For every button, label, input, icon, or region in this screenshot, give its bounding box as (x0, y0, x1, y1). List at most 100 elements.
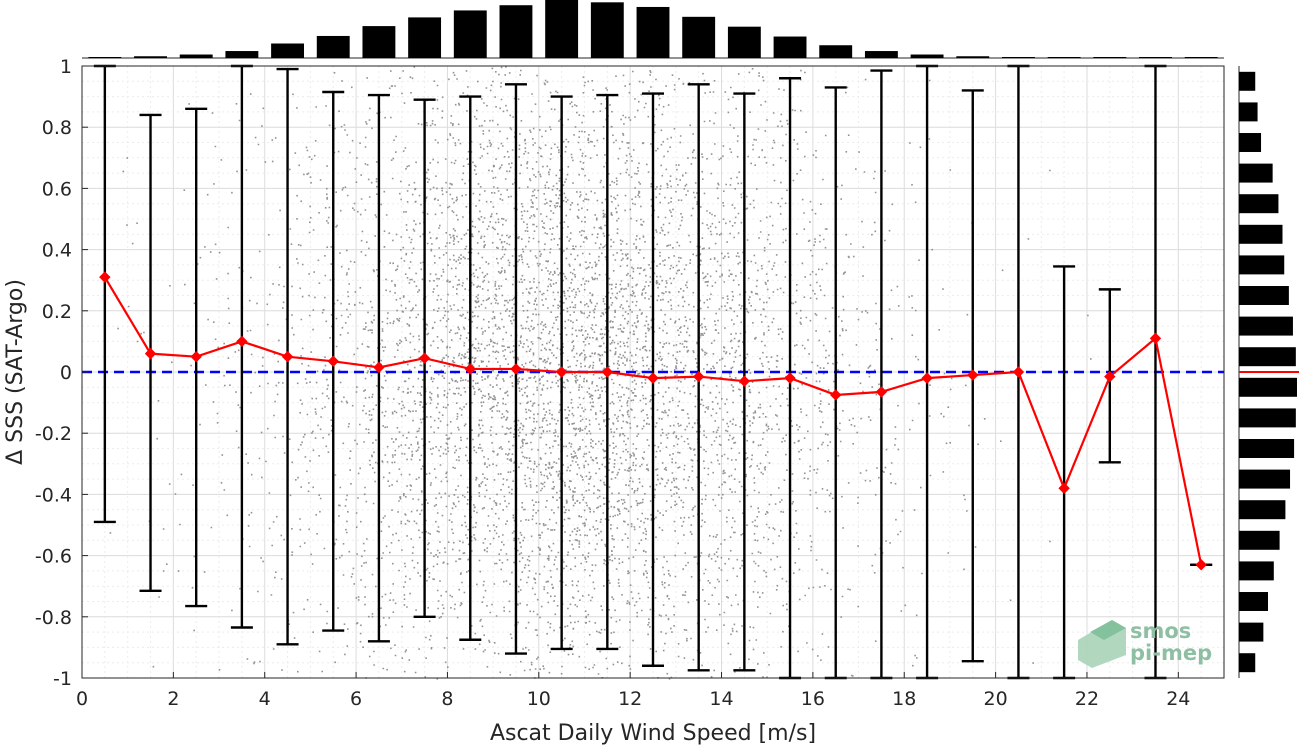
top-histogram-bar (1001, 57, 1035, 58)
y-tick-label: 0.2 (42, 301, 72, 323)
right-histogram-bar (1239, 439, 1295, 458)
top-histogram-bar (316, 35, 350, 58)
right-histogram-bar (1239, 653, 1256, 673)
x-tick-label: 12 (618, 688, 642, 710)
top-histogram-bar (590, 2, 624, 59)
x-tick-label: 8 (441, 688, 453, 710)
y-tick-label: 0.8 (42, 117, 72, 139)
mean-marker (967, 369, 979, 381)
right-histogram (1238, 66, 1299, 678)
x-axis-label: Ascat Daily Wind Speed [m/s] (490, 721, 816, 746)
logo-line2: pi-mep (1130, 641, 1212, 665)
mean-marker (647, 372, 659, 384)
top-histogram-bar (864, 51, 898, 58)
y-tick-label: 0.6 (42, 178, 72, 200)
y-tick-label: -0.4 (35, 484, 72, 506)
y-tick-label: -0.2 (35, 423, 72, 445)
mean-marker (190, 350, 202, 363)
top-histogram-bar (956, 56, 990, 58)
top-histogram-bar (408, 17, 442, 58)
top-histogram-bar (1093, 57, 1127, 58)
mean-marker (601, 366, 614, 378)
right-histogram-bar (1239, 286, 1289, 305)
top-histogram-bar (271, 43, 305, 58)
x-tick-label: 20 (984, 688, 1008, 710)
top-histogram-bar (134, 56, 167, 58)
x-tick-label: 16 (801, 688, 825, 710)
mean-marker (1149, 332, 1162, 345)
right-histogram-bar (1239, 71, 1256, 91)
mean-marker (1058, 482, 1070, 494)
top-histogram-bar (682, 16, 716, 58)
mean-marker (692, 370, 705, 383)
x-tick-label: 4 (259, 688, 271, 710)
mean-marker (327, 355, 339, 367)
right-histogram-bar (1239, 224, 1283, 244)
x-tick-label: 10 (527, 688, 551, 710)
y-tick-label: 0 (60, 362, 72, 384)
right-histogram-bar (1239, 469, 1291, 489)
x-tick-label: 6 (350, 688, 362, 710)
right-histogram-bar (1239, 255, 1285, 275)
right-histogram-bar (1239, 561, 1274, 581)
mean-marker (418, 352, 431, 364)
y-tick-label: -0.6 (35, 546, 72, 568)
x-tick-label: 14 (709, 688, 733, 710)
smos-pimep-logo: smos pi-mep (1078, 619, 1212, 668)
top-histogram-bar (88, 57, 122, 58)
y-tick-label: 1 (60, 56, 72, 78)
top-histogram-bar (1184, 57, 1218, 58)
mean-marker (830, 389, 842, 401)
x-tick-label: 2 (167, 688, 179, 710)
right-histogram-bar (1239, 592, 1268, 611)
logo-line1: smos (1130, 619, 1191, 643)
mean-marker (144, 347, 157, 360)
mean-marker (875, 386, 888, 398)
top-histogram-bar (727, 26, 761, 58)
mean-marker (784, 372, 796, 384)
right-histogram-bar (1239, 622, 1264, 642)
x-tick-label: 22 (1075, 688, 1099, 710)
top-histogram-bar (636, 6, 670, 59)
mean-marker (738, 375, 751, 387)
right-histogram-bar (1239, 163, 1273, 183)
x-tick-label: 24 (1166, 688, 1190, 710)
mean-marker (236, 335, 248, 348)
logo-shape-inner (1090, 620, 1126, 640)
top-histogram-bar (773, 36, 807, 58)
mean-marker (373, 361, 385, 374)
right-histogram-bar (1239, 133, 1262, 152)
mean-marker (555, 366, 568, 378)
x-tick-label: 0 (76, 688, 88, 710)
right-histogram-bar (1239, 347, 1296, 367)
mean-marker (464, 363, 476, 375)
top-histogram-bar (453, 10, 487, 59)
y-axis-ticks: 1 0.8 0.6 0.4 0.2 0 -0.2 -0.4 -0.6 -0.8 -1 (35, 56, 88, 690)
mean-marker (1195, 559, 1207, 571)
top-histogram-bar (819, 45, 853, 58)
y-tick-label: 0.4 (42, 240, 72, 262)
top-histogram-bar (499, 5, 533, 58)
top-histogram-bar (910, 54, 944, 58)
mean-marker (1012, 366, 1025, 378)
right-histogram-bar (1239, 408, 1296, 428)
x-tick-label: 18 (892, 688, 916, 710)
mean-marker (281, 350, 294, 363)
top-histogram (82, 0, 1224, 59)
y-tick-label: -1 (53, 668, 72, 690)
right-histogram-bar (1239, 194, 1279, 214)
x-axis-ticks: 0 2 4 6 8 10 12 14 16 18 20 22 24 (76, 672, 1190, 710)
right-histogram-bar (1239, 102, 1258, 122)
mean-marker (510, 363, 522, 375)
right-histogram-bar (1239, 530, 1280, 550)
right-histogram-bar (1239, 500, 1286, 520)
mean-marker (99, 271, 111, 283)
y-axis-label: Δ SSS (SAT-Argo) (3, 279, 28, 465)
top-histogram-bar (179, 54, 213, 58)
y-tick-label: -0.8 (35, 607, 72, 629)
top-histogram-bar (362, 26, 396, 58)
mean-marker (921, 372, 933, 384)
top-histogram-bar (1139, 57, 1172, 58)
mean-marker (1104, 370, 1116, 383)
